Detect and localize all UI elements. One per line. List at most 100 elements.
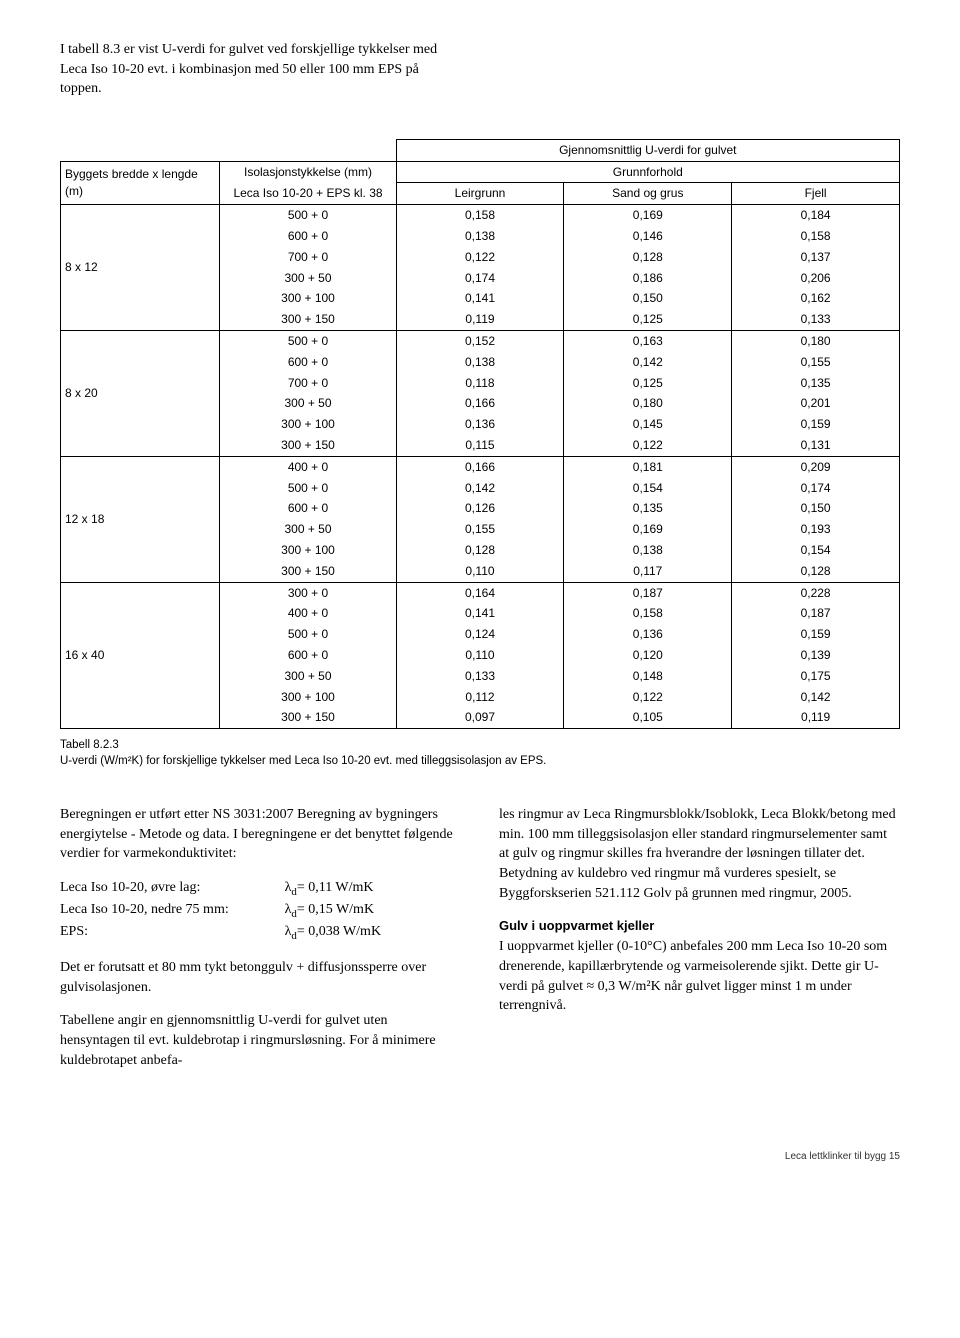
- hdr-grunn: Grunnforhold: [396, 161, 899, 183]
- body-p2: Det er forutsatt et 80 mm tykt betonggul…: [60, 958, 461, 997]
- value-cell: 0,180: [732, 330, 900, 351]
- lambda-value: λd= 0,038 W/mK: [285, 922, 461, 944]
- iso-cell: 300 + 100: [220, 687, 396, 708]
- uverdi-table: Gjennomsnittlig U-verdi for gulvetBygget…: [60, 139, 900, 729]
- value-cell: 0,115: [396, 435, 564, 456]
- value-cell: 0,138: [564, 540, 732, 561]
- value-cell: 0,184: [732, 205, 900, 226]
- value-cell: 0,125: [564, 373, 732, 394]
- group-label: 8 x 12: [61, 205, 220, 331]
- uverdi-table-wrapper: Gjennomsnittlig U-verdi for gulvetBygget…: [60, 139, 900, 729]
- value-cell: 0,174: [396, 268, 564, 289]
- value-cell: 0,119: [732, 707, 900, 728]
- hdr-ground-col: Fjell: [732, 183, 900, 205]
- lambda-label: Leca Iso 10-20, nedre 75 mm:: [60, 900, 285, 922]
- left-column: Beregningen er utført etter NS 3031:2007…: [60, 805, 461, 1070]
- iso-cell: 600 + 0: [220, 352, 396, 373]
- hdr-col1: Byggets bredde x lengde (m): [61, 161, 220, 205]
- value-cell: 0,159: [732, 414, 900, 435]
- value-cell: 0,159: [732, 624, 900, 645]
- value-cell: 0,174: [732, 478, 900, 499]
- iso-cell: 300 + 150: [220, 707, 396, 728]
- value-cell: 0,118: [396, 373, 564, 394]
- value-cell: 0,152: [396, 330, 564, 351]
- iso-cell: 600 + 0: [220, 226, 396, 247]
- hdr-col2b: Leca Iso 10-20 + EPS kl. 38: [220, 183, 396, 205]
- value-cell: 0,138: [396, 352, 564, 373]
- value-cell: 0,119: [396, 309, 564, 330]
- value-cell: 0,142: [732, 687, 900, 708]
- value-cell: 0,105: [564, 707, 732, 728]
- right-column: les ringmur av Leca Ringmursblokk/Isoblo…: [499, 805, 900, 1070]
- value-cell: 0,112: [396, 687, 564, 708]
- value-cell: 0,186: [564, 268, 732, 289]
- value-cell: 0,110: [396, 645, 564, 666]
- iso-cell: 400 + 0: [220, 456, 396, 477]
- value-cell: 0,122: [396, 247, 564, 268]
- value-cell: 0,122: [564, 435, 732, 456]
- value-cell: 0,128: [564, 247, 732, 268]
- group-label: 8 x 20: [61, 330, 220, 456]
- value-cell: 0,155: [396, 519, 564, 540]
- value-cell: 0,133: [732, 309, 900, 330]
- iso-cell: 300 + 50: [220, 666, 396, 687]
- iso-cell: 300 + 100: [220, 288, 396, 309]
- value-cell: 0,133: [396, 666, 564, 687]
- body-p3: Tabellene angir en gjennomsnittlig U-ver…: [60, 1011, 461, 1070]
- value-cell: 0,122: [564, 687, 732, 708]
- lambda-label: EPS:: [60, 922, 285, 944]
- value-cell: 0,169: [564, 205, 732, 226]
- value-cell: 0,124: [396, 624, 564, 645]
- value-cell: 0,154: [564, 478, 732, 499]
- value-cell: 0,228: [732, 582, 900, 603]
- value-cell: 0,141: [396, 288, 564, 309]
- iso-cell: 300 + 50: [220, 393, 396, 414]
- value-cell: 0,146: [564, 226, 732, 247]
- value-cell: 0,155: [732, 352, 900, 373]
- iso-cell: 300 + 150: [220, 309, 396, 330]
- value-cell: 0,158: [564, 603, 732, 624]
- iso-cell: 400 + 0: [220, 603, 396, 624]
- table-caption: Tabell 8.2.3 U-verdi (W/m²K) for forskje…: [60, 737, 900, 769]
- value-cell: 0,135: [564, 498, 732, 519]
- iso-cell: 700 + 0: [220, 373, 396, 394]
- value-cell: 0,175: [732, 666, 900, 687]
- value-cell: 0,139: [732, 645, 900, 666]
- lambda-row: Leca Iso 10-20, øvre lag:λd= 0,11 W/mK: [60, 878, 461, 900]
- value-cell: 0,166: [396, 456, 564, 477]
- lambda-value: λd= 0,15 W/mK: [285, 900, 461, 922]
- value-cell: 0,150: [564, 288, 732, 309]
- value-cell: 0,162: [732, 288, 900, 309]
- iso-cell: 300 + 100: [220, 540, 396, 561]
- lambda-row: EPS:λd= 0,038 W/mK: [60, 922, 461, 944]
- lambda-list: Leca Iso 10-20, øvre lag:λd= 0,11 W/mKLe…: [60, 878, 461, 944]
- iso-cell: 300 + 150: [220, 561, 396, 582]
- value-cell: 0,128: [732, 561, 900, 582]
- hdr-col2a: Isolasjonstykkelse (mm): [220, 161, 396, 183]
- iso-cell: 300 + 150: [220, 435, 396, 456]
- value-cell: 0,136: [564, 624, 732, 645]
- caption-text: U-verdi (W/m²K) for forskjellige tykkels…: [60, 753, 900, 769]
- lambda-value: λd= 0,11 W/mK: [285, 878, 461, 900]
- lambda-row: Leca Iso 10-20, nedre 75 mm:λd= 0,15 W/m…: [60, 900, 461, 922]
- iso-cell: 600 + 0: [220, 498, 396, 519]
- iso-cell: 300 + 100: [220, 414, 396, 435]
- value-cell: 0,145: [564, 414, 732, 435]
- iso-cell: 600 + 0: [220, 645, 396, 666]
- intro-paragraph: I tabell 8.3 er vist U-verdi for gulvet …: [60, 40, 463, 99]
- iso-cell: 500 + 0: [220, 478, 396, 499]
- value-cell: 0,158: [396, 205, 564, 226]
- caption-number: Tabell 8.2.3: [60, 737, 900, 753]
- iso-cell: 300 + 0: [220, 582, 396, 603]
- value-cell: 0,142: [564, 352, 732, 373]
- page-footer: Leca lettklinker til bygg 15: [60, 1150, 900, 1164]
- value-cell: 0,136: [396, 414, 564, 435]
- body-p5: I uoppvarmet kjeller (0-10°C) anbefales …: [499, 937, 900, 1015]
- value-cell: 0,131: [732, 435, 900, 456]
- value-cell: 0,201: [732, 393, 900, 414]
- iso-cell: 500 + 0: [220, 624, 396, 645]
- iso-cell: 300 + 50: [220, 519, 396, 540]
- value-cell: 0,141: [396, 603, 564, 624]
- value-cell: 0,110: [396, 561, 564, 582]
- value-cell: 0,148: [564, 666, 732, 687]
